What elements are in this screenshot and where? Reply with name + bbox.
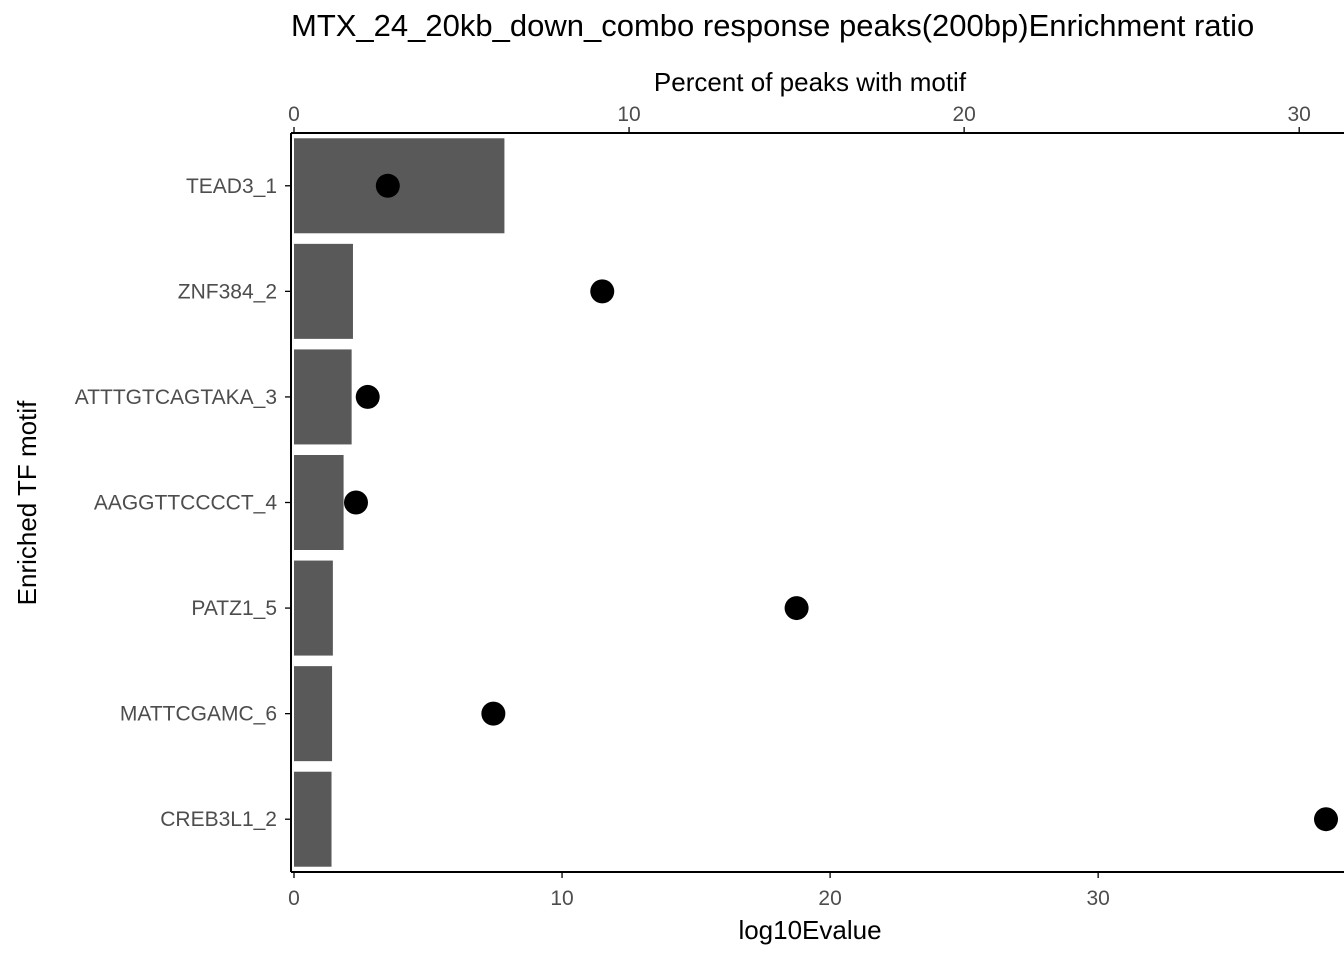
x-tick-label: 30: [1086, 887, 1109, 910]
point-TEAD3_1: [375, 173, 400, 198]
y-tick-label: ATTTGTCAGTAKA_3: [75, 386, 277, 409]
y-axis-title: Enriched TF motif: [12, 400, 42, 605]
point-CREB3L1_2: [1314, 807, 1338, 832]
y-tick-label: PATZ1_5: [191, 597, 277, 620]
y-tick-label: AAGGTTCCCCT_4: [94, 492, 278, 515]
bar-PATZ1_5: [294, 560, 333, 656]
x2-tick-label: 30: [1288, 103, 1311, 126]
y-tick-label: MATTCGAMC_6: [120, 703, 277, 726]
x2-tick-label: 0: [288, 103, 300, 126]
x2-tick-label: 20: [952, 103, 975, 126]
point-MATTCGAMC_6: [481, 701, 506, 726]
bar-MATTCGAMC_6: [294, 666, 333, 762]
y-tick-label: ZNF384_2: [178, 280, 277, 303]
point-ATTTGTCAGTAKA_3: [355, 384, 380, 409]
point-AAGGTTCCCCT_4: [343, 490, 368, 515]
chart-title: MTX_24_20kb_down_combo response peaks(20…: [291, 8, 1255, 43]
x-tick-label: 0: [288, 887, 300, 910]
bars-layer: [294, 138, 505, 867]
x-tick-label: 20: [818, 887, 841, 910]
x-tick-label: 10: [550, 887, 573, 910]
bar-ATTTGTCAGTAKA_3: [294, 349, 352, 445]
x2-tick-label: 10: [617, 103, 640, 126]
bar-AAGGTTCCCCT_4: [294, 454, 344, 551]
bottom-axis-title: log10Evalue: [738, 915, 881, 945]
y-tick-label: CREB3L1_2: [160, 808, 277, 831]
point-PATZ1_5: [784, 596, 809, 621]
bar-CREB3L1_2: [294, 771, 332, 867]
top-axis-title: Percent of peaks with motif: [654, 67, 967, 97]
axes-layer: TEAD3_1 ZNF384_2 ATTTGTCAGTAKA_3 AAGGTTCCCC…: [75, 103, 1344, 910]
bar-ZNF384_2: [294, 243, 353, 339]
points-layer: [343, 173, 1338, 832]
point-ZNF384_2: [590, 279, 615, 304]
y-tick-label: TEAD3_1: [186, 175, 277, 198]
